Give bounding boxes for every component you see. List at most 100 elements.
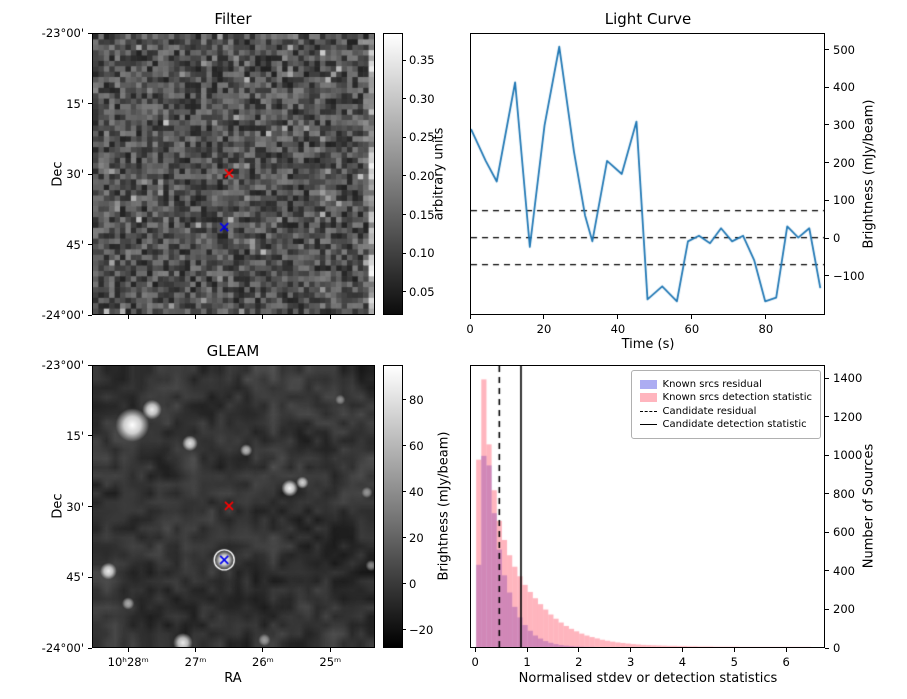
light-curve-ylabel: Brightness (mJy/beam) (861, 99, 877, 249)
x-tick-label: 0 (471, 655, 479, 669)
gleam-title: GLEAM (206, 342, 260, 360)
y-tick-label: 45' (66, 570, 84, 585)
gleam-panel (92, 365, 375, 648)
y-tick-label: 400 (833, 563, 855, 578)
y-tick-label: 400 (833, 80, 855, 95)
legend-item-candidate-residual: Candidate residual (639, 406, 812, 417)
gleam-colorbar (383, 365, 403, 648)
y-tick-label: 30' (66, 167, 84, 181)
filter-title: Filter (214, 10, 252, 28)
y-tick-label: 1200 (833, 409, 863, 424)
tick-mark (578, 648, 580, 652)
colorbar-tick-label: 0.10 (409, 246, 435, 261)
colorbar-tick-label: 20 (409, 530, 424, 545)
colorbar-tick-label: 0.05 (409, 284, 435, 299)
tick-mark (88, 647, 92, 649)
legend: Known srcs residual Known srcs detection… (630, 370, 821, 439)
tick-mark (329, 315, 331, 319)
y-tick-label: 15' (66, 96, 84, 111)
y-tick-label: 1000 (833, 448, 863, 463)
tick-mark (403, 629, 406, 631)
tick-mark (825, 454, 829, 456)
colorbar-tick-label: −20 (409, 622, 434, 637)
y-tick-label: -24°00' (41, 308, 84, 322)
tick-mark (825, 608, 829, 610)
tick-mark (825, 647, 829, 649)
tick-mark (825, 162, 829, 164)
gleam-colorbar-label: Brightness (mJy/beam) (436, 431, 452, 581)
x-tick-label: 25ᵐ (319, 655, 342, 669)
x-tick-label: 5 (730, 655, 738, 669)
tick-mark (403, 59, 406, 61)
y-tick-label: -23°00' (41, 26, 84, 40)
tick-mark (403, 583, 406, 585)
tick-mark (88, 103, 92, 104)
x-tick-label: 1 (523, 655, 531, 669)
x-tick-label: 80 (758, 322, 774, 336)
y-tick-label: 0 (833, 641, 841, 655)
tick-mark (825, 49, 829, 51)
tick-mark (403, 98, 406, 100)
tick-mark (825, 199, 829, 201)
legend-item-known-residual: Known srcs residual (639, 378, 812, 390)
tick-mark (825, 416, 829, 418)
legend-solid-line-icon (639, 424, 657, 425)
colorbar-tick-label: 0.15 (409, 207, 435, 222)
y-tick-label: 300 (833, 117, 855, 132)
tick-mark (403, 136, 406, 138)
light-curve-xlabel: Time (s) (621, 337, 675, 352)
y-tick-label: 200 (833, 155, 855, 170)
x-tick-label: 4 (678, 655, 687, 669)
filter-panel (92, 33, 375, 315)
tick-mark (329, 648, 331, 652)
tick-mark (617, 315, 619, 319)
histogram-xlabel: Normalised stdev or detection statistics (518, 671, 778, 686)
tick-mark (825, 237, 829, 239)
x-tick-label: 3 (626, 655, 635, 669)
tick-mark (543, 315, 545, 319)
tick-mark (825, 275, 829, 277)
colorbar-tick-label: 0.30 (409, 91, 435, 106)
tick-mark (403, 252, 406, 254)
tick-mark (403, 175, 406, 177)
tick-mark (195, 315, 197, 319)
tick-mark (733, 648, 735, 652)
light-curve-title: Light Curve (604, 10, 692, 28)
light-curve-canvas (471, 34, 824, 314)
x-tick-label: 10ʰ28ᵐ (107, 655, 149, 669)
colorbar-tick-label: 0.25 (409, 130, 435, 145)
legend-patch-detection (639, 393, 657, 402)
tick-mark (88, 173, 92, 175)
legend-label-known-residual: Known srcs residual (662, 378, 762, 390)
y-tick-label: -23°00' (41, 358, 84, 372)
gleam-heatmap-canvas (93, 366, 374, 647)
light-curve-panel (470, 33, 825, 315)
tick-mark (403, 214, 406, 216)
colorbar-tick-label: 0.20 (409, 168, 435, 183)
tick-mark (630, 648, 632, 652)
legend-item-candidate-detection: Candidate detection statistic (639, 419, 812, 430)
tick-mark (88, 314, 92, 316)
tick-mark (403, 399, 406, 400)
legend-item-known-detection: Known srcs detection statistic (639, 392, 812, 403)
colorbar-tick-label: 40 (409, 484, 424, 499)
tick-mark (825, 124, 829, 126)
tick-mark (691, 315, 693, 319)
tick-mark (88, 435, 92, 437)
x-tick-label: 0 (466, 322, 474, 336)
colorbar-tick-label: 60 (409, 438, 424, 453)
tick-mark (785, 648, 787, 652)
tick-mark (403, 291, 406, 293)
x-tick-label: 26ᵐ (252, 655, 274, 669)
legend-label-known-detection: Known srcs detection statistic (662, 392, 812, 403)
tick-mark (526, 648, 528, 652)
legend-patch-residual (639, 379, 657, 389)
filter-heatmap-canvas (93, 34, 374, 314)
x-tick-label: 6 (782, 655, 790, 669)
x-tick-label: 40 (610, 322, 626, 336)
x-tick-label: 20 (536, 322, 552, 336)
y-tick-label: 1400 (833, 371, 863, 386)
tick-mark (825, 86, 829, 88)
y-tick-label: 600 (833, 525, 855, 540)
